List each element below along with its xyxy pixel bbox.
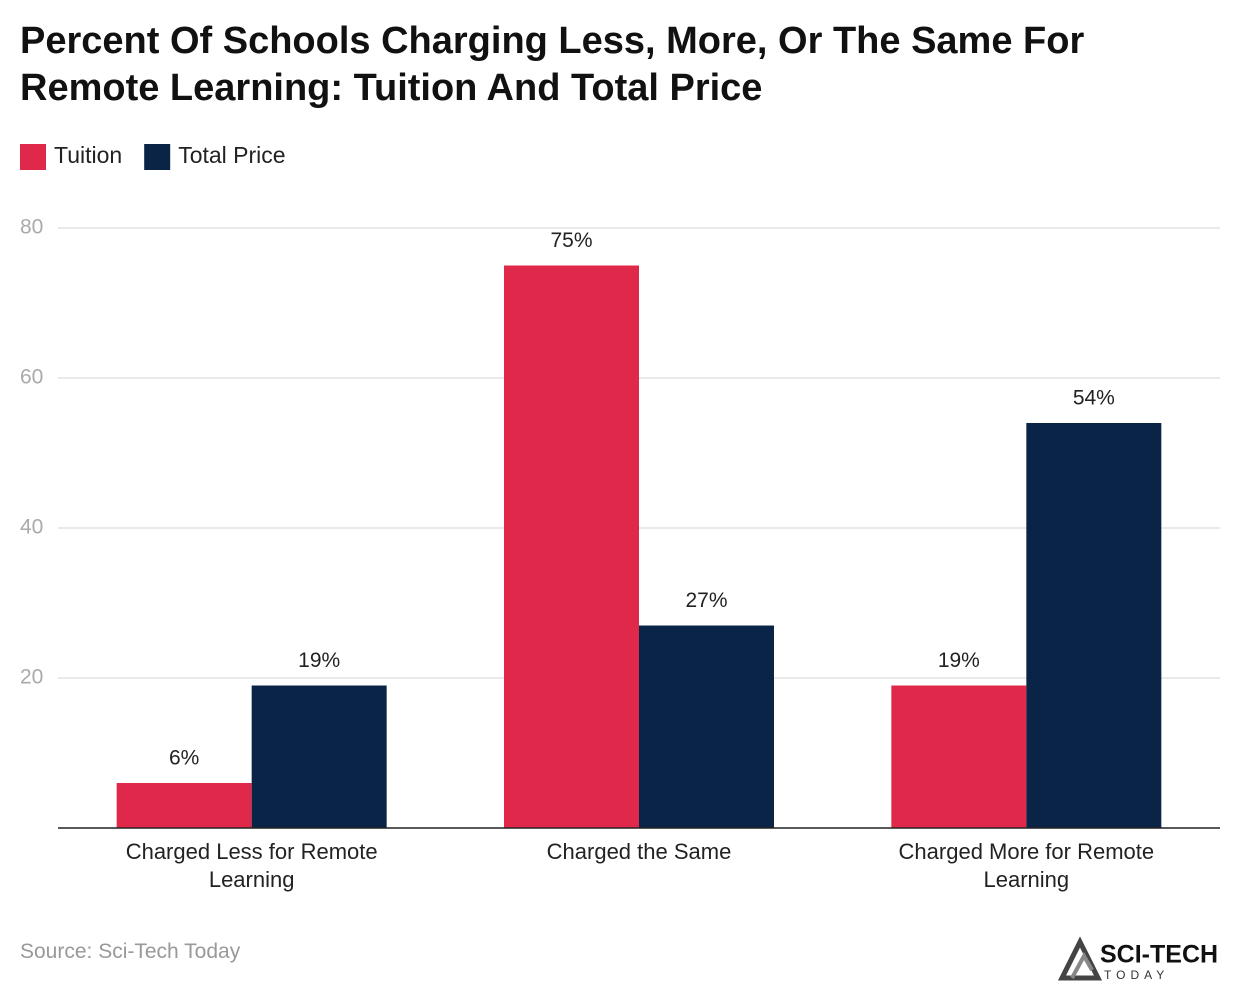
value-label: 6% <box>169 747 199 770</box>
logo-name: SCI-TECH <box>1100 941 1218 969</box>
legend-swatch <box>144 144 171 170</box>
value-label: 19% <box>938 649 980 672</box>
x-tick-label: Charged the Same <box>546 839 732 864</box>
value-label: 54% <box>1073 387 1115 410</box>
bar <box>1026 423 1162 828</box>
bar <box>504 265 639 828</box>
legend-label: Tuition <box>54 142 122 168</box>
value-label: 75% <box>550 229 592 252</box>
x-tick-label: Charged Less for Remote Learning <box>125 839 378 892</box>
logo-icon <box>1057 936 1103 981</box>
value-label: 19% <box>298 649 340 672</box>
logo-tagline: TODAY <box>1104 968 1169 982</box>
bar <box>251 685 387 828</box>
bar <box>639 625 774 828</box>
y-tick-label: 80 <box>20 216 43 239</box>
value-label: 27% <box>685 589 727 612</box>
bar <box>891 685 1027 828</box>
source: Source: Sci-Tech Today <box>20 940 241 963</box>
legend-swatch <box>20 144 46 170</box>
legend-label: Total Price <box>178 142 285 168</box>
bar <box>116 783 252 828</box>
chart-title: Percent Of Schools Charging Less, More, … <box>20 20 1085 109</box>
x-tick-label: Charged More for Remote Learning <box>898 839 1155 892</box>
y-tick-label: 40 <box>20 516 43 539</box>
y-tick-label: 60 <box>20 366 43 389</box>
y-tick-label: 20 <box>20 666 43 689</box>
